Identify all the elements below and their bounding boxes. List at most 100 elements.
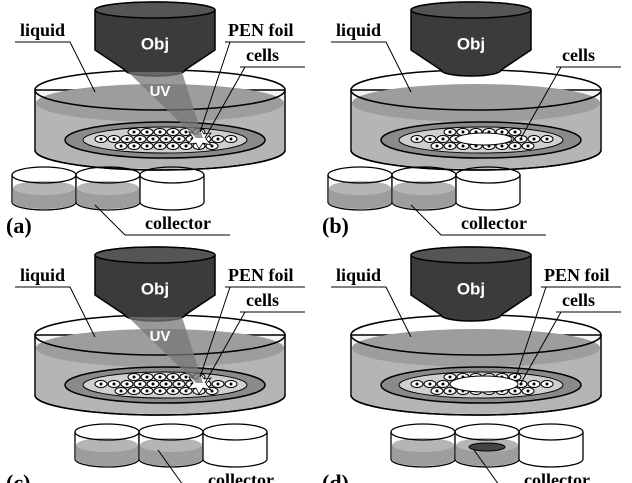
cell-nucleus xyxy=(159,376,162,379)
cell-nucleus xyxy=(501,131,504,134)
objective-top xyxy=(95,247,215,263)
cell-nucleus xyxy=(533,383,536,386)
panel-label: (c) xyxy=(6,470,30,483)
cell-nucleus xyxy=(185,376,188,379)
cell-nucleus xyxy=(429,383,432,386)
liquid-label: liquid xyxy=(20,20,65,40)
cell-nucleus xyxy=(165,383,168,386)
cell-nucleus xyxy=(185,145,188,148)
cell-nucleus xyxy=(501,145,504,148)
cell-nucleus xyxy=(185,390,188,393)
foil-label: PEN foil xyxy=(544,265,610,285)
cell-nucleus xyxy=(159,131,162,134)
cell-nucleus xyxy=(172,131,175,134)
cell-nucleus xyxy=(133,376,136,379)
cell-nucleus xyxy=(185,131,188,134)
collector-tubes xyxy=(12,167,204,210)
cell-nucleus xyxy=(442,383,445,386)
objective-label: Obj xyxy=(457,34,485,53)
cells-label: cells xyxy=(562,45,595,65)
cell-nucleus xyxy=(178,383,181,386)
cell-nucleus xyxy=(113,383,116,386)
cell-nucleus xyxy=(514,131,517,134)
cell-nucleus xyxy=(449,145,452,148)
objective-top xyxy=(411,2,531,18)
cell-nucleus xyxy=(462,131,465,134)
cell-nucleus xyxy=(217,383,220,386)
panel: Obj UV liquid PEN foil cells collector (c) xyxy=(6,247,305,483)
cell-nucleus xyxy=(152,383,155,386)
liquid-surface xyxy=(352,84,600,122)
cell-nucleus xyxy=(146,376,149,379)
cell-nucleus xyxy=(178,138,181,141)
cell-nucleus xyxy=(449,131,452,134)
cell-nucleus xyxy=(172,390,175,393)
cells-label: cells xyxy=(562,290,595,310)
leader-line xyxy=(331,287,411,337)
cell-nucleus xyxy=(159,390,162,393)
cell-nucleus xyxy=(442,138,445,141)
cell-nucleus xyxy=(146,131,149,134)
liquid-label: liquid xyxy=(336,20,381,40)
cell-nucleus xyxy=(514,145,517,148)
beam-label: UV xyxy=(150,83,171,100)
cell-nucleus xyxy=(100,138,103,141)
cell-nucleus xyxy=(146,145,149,148)
cell-nucleus xyxy=(449,376,452,379)
leader-line xyxy=(15,42,95,92)
collector-label: collector xyxy=(145,213,211,233)
collector-tubes xyxy=(75,424,267,467)
cell-nucleus xyxy=(126,138,129,141)
collector-label: collector xyxy=(208,470,274,483)
cells-label: cells xyxy=(246,290,279,310)
cell-nucleus xyxy=(139,383,142,386)
cells-label: cells xyxy=(246,45,279,65)
objective-label: Obj xyxy=(141,279,169,298)
cell-nucleus xyxy=(120,390,123,393)
cell-nucleus xyxy=(230,138,233,141)
cut-region xyxy=(450,376,518,392)
cell-nucleus xyxy=(546,383,549,386)
leader-line xyxy=(15,287,95,337)
cell-nucleus xyxy=(113,138,116,141)
cell-nucleus xyxy=(172,145,175,148)
cell-nucleus xyxy=(416,383,419,386)
cell-nucleus xyxy=(546,138,549,141)
cell-nucleus xyxy=(152,138,155,141)
cell-nucleus xyxy=(533,138,536,141)
collector-tubes xyxy=(391,424,583,467)
cell-nucleus xyxy=(133,131,136,134)
foil-label: PEN foil xyxy=(228,265,294,285)
beam-label: UV xyxy=(150,328,171,345)
cell-nucleus xyxy=(146,390,149,393)
panel-label: (b) xyxy=(322,213,349,238)
liquid-surface xyxy=(352,329,600,367)
liquid-label: liquid xyxy=(20,265,65,285)
objective-top xyxy=(411,247,531,263)
cell-nucleus xyxy=(172,376,175,379)
cell-nucleus xyxy=(165,138,168,141)
cell-nucleus xyxy=(133,390,136,393)
panel: Objliquidcellscollector(b) xyxy=(322,2,621,238)
figure: Obj UV liquid PEN foil cells collector (a) Obj l… xyxy=(0,0,632,483)
objective-top xyxy=(95,2,215,18)
cell-nucleus xyxy=(100,383,103,386)
cell-nucleus xyxy=(139,138,142,141)
cell-nucleus xyxy=(133,145,136,148)
cell-nucleus xyxy=(159,145,162,148)
cell-nucleus xyxy=(514,390,517,393)
objective-label: Obj xyxy=(141,34,169,53)
cell-nucleus xyxy=(230,383,233,386)
collector-label: collector xyxy=(524,470,590,483)
cell-nucleus xyxy=(126,383,129,386)
liquid-label: liquid xyxy=(336,265,381,285)
cell-nucleus xyxy=(436,145,439,148)
panel-label: (d) xyxy=(322,470,349,483)
cut-region xyxy=(456,133,512,145)
cell-nucleus xyxy=(429,138,432,141)
cell-nucleus xyxy=(416,138,419,141)
panel-label: (a) xyxy=(6,213,32,238)
cell-nucleus xyxy=(449,390,452,393)
